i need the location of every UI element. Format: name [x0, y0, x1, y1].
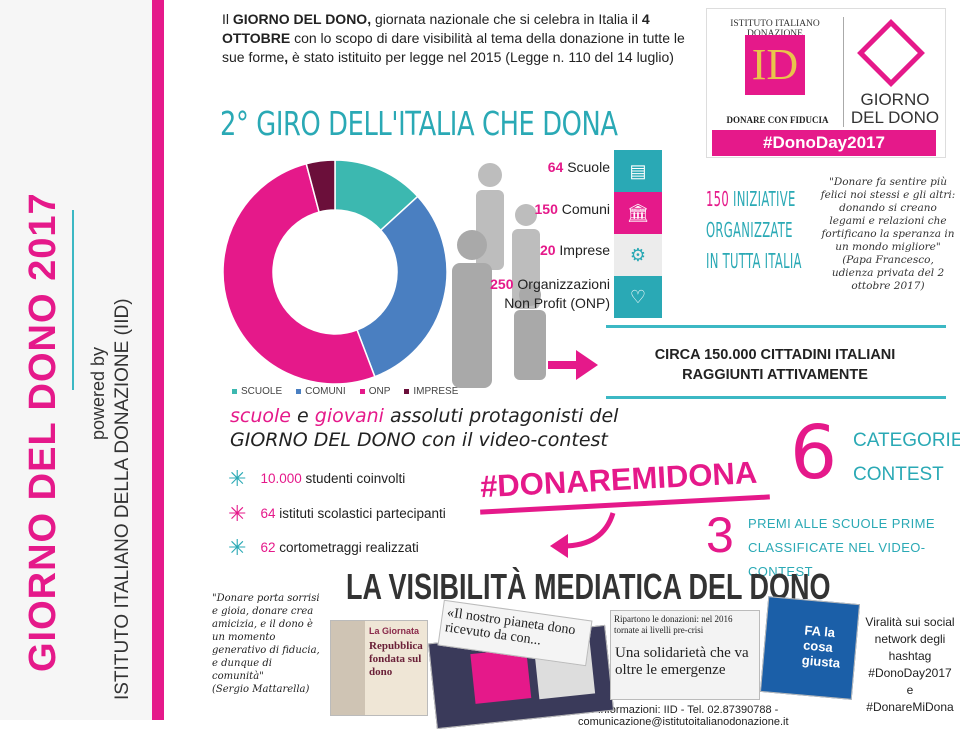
organization-name: ISTITUTO ITALIANO DELLA DONAZIONE (IID) — [112, 298, 133, 700]
pink-bar — [152, 0, 164, 720]
clip-kicker: La Giornata — [369, 626, 420, 636]
legend-item: SCUOLE — [232, 386, 282, 397]
asterisk-icon: ✳ — [228, 535, 247, 560]
curved-arrow-icon — [550, 512, 616, 558]
legend-label: IMPRESE — [413, 386, 459, 397]
footer-contact: Per informazioni: IID - Tel. 02.87390788… — [578, 704, 789, 728]
tv-caption: FA la cosa giusta — [801, 622, 841, 671]
giorno-del-dono-logo-text: GIORNO DEL DONO — [850, 90, 940, 127]
legend-swatch — [404, 388, 410, 394]
chart-legend: SCUOLE COMUNI ONP IMPRESE — [232, 386, 458, 397]
logo-divider — [843, 17, 844, 127]
asterisk-icon: ✳ — [228, 466, 247, 491]
prizes-count: 3 — [706, 507, 734, 563]
hashtag-banner: #DonoDay2017 — [712, 130, 936, 156]
bullet-item: ✳ 10.000 studenti coinvolti — [228, 466, 406, 491]
stat-onp: 250 Organizzazioni Non Profit (ONP) — [490, 276, 610, 311]
gears-icon: ⚙ — [614, 234, 662, 276]
press-clip: Ripartono le donazioni: nel 2016 tornate… — [610, 610, 760, 700]
sidebar — [0, 0, 152, 720]
legend-item: ONP — [359, 386, 391, 397]
category-icons: ▤ 🏛 ⚙ ♡ — [614, 150, 662, 318]
powered-by: powered by — [88, 346, 108, 440]
legend-swatch — [359, 388, 365, 394]
logo: ISTITUTO ITALIANO DONAZIONE ID DONARE CO… — [706, 8, 946, 158]
sidebar-divider — [72, 210, 74, 390]
diamond-icon — [857, 19, 925, 87]
legend-label: COMUNI — [305, 386, 346, 397]
bullet-item: ✳ 62 cortometraggi realizzati — [228, 535, 419, 560]
contest-count: 6 — [790, 410, 838, 496]
intro-text: Il GIORNO DEL DONO, giornata nazionale c… — [222, 11, 685, 65]
legend-swatch — [232, 388, 237, 394]
divider — [606, 325, 946, 328]
donut-chart — [222, 159, 448, 385]
stat-scuole: 64 Scuole — [547, 159, 610, 175]
legend-swatch — [296, 388, 302, 394]
divider — [606, 396, 946, 399]
donut-slice-imprese — [305, 159, 336, 213]
book-icon: ▤ — [614, 150, 662, 192]
sidebar-title: GIORNO DEL DONO 2017 — [22, 192, 64, 672]
media-title: LA VISIBILITÀ MEDIATICA DEL DONO — [346, 566, 831, 607]
people-icon — [452, 163, 546, 388]
arrow-right-icon — [548, 350, 598, 380]
stats-list: 64 Scuole 150 Comuni 20 Imprese 250 Orga… — [420, 155, 610, 315]
legend-label: SCUOLE — [241, 386, 283, 397]
contest-label: CATEGORIE CONTEST — [853, 430, 960, 485]
heart-icon: ♡ — [614, 276, 662, 318]
papa-quote: "Donare fa sentire più felici noi stessi… — [820, 176, 956, 292]
video-contest-text: scuole e giovani assoluti protagonisti d… — [230, 405, 619, 451]
prizes-label: PREMI ALLE SCUOLE PRIME CLASSIFICATE NEL … — [748, 516, 935, 579]
logo-arc-text: ISTITUTO ITALIANO DONAZIONE — [730, 19, 820, 39]
page-heading: 2° GIRO DELL'ITALIA CHE DONA — [220, 104, 618, 143]
press-clip: La Giornata Repubblica fondata sul dono — [330, 620, 428, 716]
tv-screenshot: FA la cosa giusta — [759, 596, 861, 700]
iid-mark: ID — [745, 35, 805, 95]
town-hall-icon: 🏛 — [614, 192, 662, 234]
legend-item: COMUNI — [296, 386, 346, 397]
iniziative-text: 150 INIZIATIVE ORGANIZZATE IN TUTTA ITALIA — [706, 187, 802, 273]
donut-slice-onp — [222, 162, 376, 385]
clip-headline: Repubblica fondata sul dono — [369, 640, 423, 678]
legend-item: IMPRESE — [404, 386, 458, 397]
viral-text: Viralità sui social network degli hashta… — [865, 615, 955, 714]
donut-slice-comuni — [356, 195, 448, 378]
stat-imprese: 20 Imprese — [539, 242, 610, 258]
mattarella-quote: "Donare porta sorrisi e gioia, donare cr… — [212, 593, 320, 695]
citizens-reached: CIRCA 150.000 CITTADINI ITALIANI RAGGIUNT… — [654, 347, 896, 383]
stat-comuni: 150 Comuni — [534, 201, 611, 217]
logo-tagline: DONARE CON FIDUCIA — [726, 115, 829, 125]
clip-headline: Una solidarietà che va oltre le emergenz… — [615, 645, 749, 678]
bullet-item: ✳ 64 istituti scolastici partecipanti — [228, 501, 446, 526]
clip-headline: Ripartono le donazioni: nel 2016 tornate… — [614, 614, 733, 635]
legend-label: ONP — [368, 386, 391, 397]
asterisk-icon: ✳ — [228, 501, 247, 526]
